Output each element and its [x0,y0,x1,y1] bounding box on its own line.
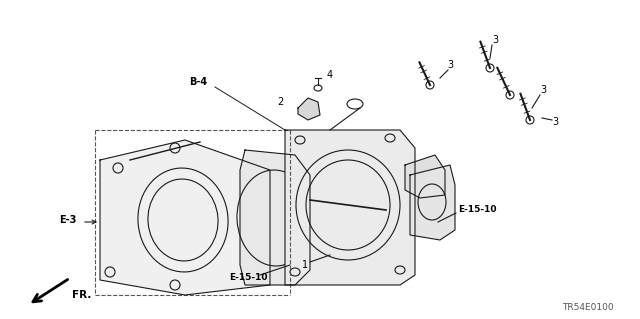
Polygon shape [410,165,455,240]
Text: E-3: E-3 [60,215,77,225]
Text: 3: 3 [552,117,558,127]
Polygon shape [100,140,270,295]
Text: TR54E0100: TR54E0100 [562,303,614,313]
Text: 3: 3 [540,85,546,95]
Text: FR.: FR. [72,290,92,300]
Text: B-4: B-4 [189,77,207,87]
Text: 1: 1 [302,260,308,270]
Text: E-15-10: E-15-10 [458,205,497,214]
Polygon shape [298,98,320,120]
Text: 2: 2 [277,97,283,107]
Text: 3: 3 [492,35,498,45]
Text: 3: 3 [447,60,453,70]
Text: 4: 4 [327,70,333,80]
Polygon shape [405,155,445,198]
Text: E-15-10: E-15-10 [228,273,268,283]
Polygon shape [285,130,415,285]
Polygon shape [240,150,310,285]
